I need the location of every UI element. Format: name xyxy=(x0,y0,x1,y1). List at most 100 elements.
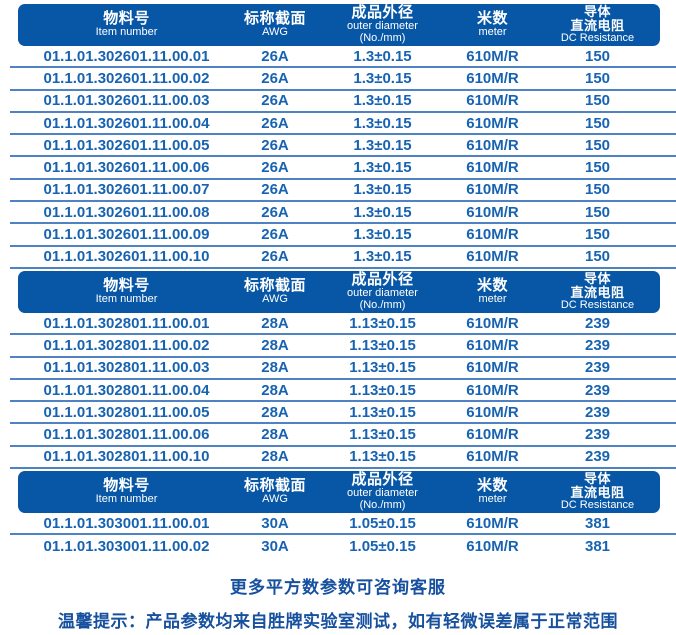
cell-item_number: 01.1.01.302601.11.00.08 xyxy=(43,203,210,221)
cell-awg: 26A xyxy=(261,181,289,199)
cell-outer_diameter: 1.13±0.15 xyxy=(349,381,416,399)
cell-dc_resistance: 239 xyxy=(584,403,611,421)
header-label: (No./mm) xyxy=(359,32,406,45)
cell-item_number: 01.1.01.302601.11.00.07 xyxy=(43,181,210,199)
header-label: outer diameter xyxy=(347,287,418,300)
table-row: 01.1.01.302601.11.00.03 26A 1.3±0.15 610M/R… xyxy=(10,91,676,113)
header-cell-outer_diameter: 成品外径 outer diameter (No./mm) xyxy=(315,4,450,46)
header-cell-meter: 米数 meter xyxy=(450,271,535,313)
cell-awg: 26A xyxy=(261,47,289,65)
cell-outer_diameter: 1.3±0.15 xyxy=(353,136,412,154)
table-section: 物料号 Item number 标称截面 AWG 成品外径 outer diameter(… xyxy=(0,270,676,470)
header-label: meter xyxy=(478,493,507,506)
cell-dc_resistance: 150 xyxy=(584,114,611,132)
cell-meter: 610M/R xyxy=(466,47,519,65)
cell-awg: 30A xyxy=(261,537,289,555)
cell-outer_diameter: 1.3±0.15 xyxy=(353,69,412,87)
cell-meter: 610M/R xyxy=(466,359,519,377)
header-label: AWG xyxy=(262,26,288,39)
cell-awg: 28A xyxy=(261,336,289,354)
cell-outer_diameter: 1.3±0.15 xyxy=(353,181,412,199)
cell-item_number: 01.1.01.303001.11.00.01 xyxy=(43,514,210,532)
header-label: 成品外径 xyxy=(351,4,414,22)
cell-item_number: 01.1.01.302801.11.00.04 xyxy=(43,381,210,399)
cell-meter: 610M/R xyxy=(466,514,519,532)
cell-meter: 610M/R xyxy=(466,92,519,110)
cell-dc_resistance: 239 xyxy=(584,359,611,377)
cell-item_number: 01.1.01.302601.11.00.09 xyxy=(43,226,210,244)
header-label: (No./mm) xyxy=(359,299,406,312)
cell-meter: 610M/R xyxy=(466,314,519,332)
header-label: meter xyxy=(478,293,507,306)
table-row: 01.1.01.302601.11.00.02 26A 1.3±0.15 610M/R… xyxy=(10,68,676,91)
cell-meter: 610M/R xyxy=(466,426,519,444)
cell-meter: 610M/R xyxy=(466,136,519,154)
header-label: 物料号 xyxy=(103,276,150,294)
table-header: 物料号 Item number 标称截面 AWG 成品外径 outer diameter(… xyxy=(18,471,660,514)
header-label: meter xyxy=(478,26,507,39)
cell-dc_resistance: 381 xyxy=(584,514,611,532)
table-header: 物料号 Item number 标称截面 AWG 成品外径 outer diameter(… xyxy=(18,4,660,46)
header-label: 标称截面 xyxy=(243,276,306,294)
table-section: 物料号 Item number 标称截面 AWG 成品外径 outer diameter(… xyxy=(0,471,676,558)
header-label: 成品外径 xyxy=(351,271,414,288)
cell-item_number: 01.1.01.302601.11.00.03 xyxy=(43,92,210,110)
cell-meter: 610M/R xyxy=(466,537,519,555)
cell-outer_diameter: 1.13±0.15 xyxy=(349,403,416,421)
header-label: 导体 xyxy=(583,471,611,487)
header-cell-dc_resistance: 导体 直流电阻 DC Resistance xyxy=(535,471,660,513)
cell-dc_resistance: 150 xyxy=(584,69,611,87)
header-cell-awg: 标称截面 AWG xyxy=(235,4,315,46)
table-row: 01.1.01.302801.11.00.06 28A 1.13±0.15 610M/… xyxy=(10,424,676,447)
cell-awg: 28A xyxy=(261,403,289,421)
header-label: Item number xyxy=(95,26,158,39)
cell-item_number: 01.1.01.302601.11.00.05 xyxy=(43,136,210,154)
header-label: 米数 xyxy=(476,477,508,495)
cell-outer_diameter: 1.13±0.15 xyxy=(349,314,416,332)
table-row: 01.1.01.302601.11.00.09 26A 1.3±0.15 610M/R… xyxy=(10,224,676,247)
cell-dc_resistance: 239 xyxy=(584,336,611,354)
table-row: 01.1.01.303001.11.00.01 30A 1.05±0.15 610M/… xyxy=(10,513,676,536)
cell-meter: 610M/R xyxy=(466,69,519,87)
header-label: 物料号 xyxy=(103,477,150,495)
cell-dc_resistance: 150 xyxy=(584,203,611,221)
cell-awg: 26A xyxy=(261,114,289,132)
header-label: 米数 xyxy=(476,9,508,27)
cell-outer_diameter: 1.13±0.15 xyxy=(349,448,416,466)
cell-outer_diameter: 1.13±0.15 xyxy=(349,359,416,377)
cell-item_number: 01.1.01.302601.11.00.04 xyxy=(43,114,210,132)
header-label: 成品外径 xyxy=(351,471,414,489)
spec-table: 物料号 Item number 标称截面 AWG 成品外径 outer diameter(… xyxy=(0,4,676,558)
cell-dc_resistance: 381 xyxy=(584,537,611,555)
header-label: AWG xyxy=(262,493,288,506)
cell-awg: 26A xyxy=(261,92,289,110)
cell-awg: 26A xyxy=(261,69,289,87)
table-row: 01.1.01.302801.11.00.02 28A 1.13±0.15 610M/… xyxy=(10,335,676,358)
table-row: 01.1.01.302601.11.00.05 26A 1.3±0.15 610M/R… xyxy=(10,135,676,158)
header-label: outer diameter xyxy=(347,487,418,500)
cell-outer_diameter: 1.05±0.15 xyxy=(349,537,416,555)
cell-meter: 610M/R xyxy=(466,403,519,421)
cell-awg: 28A xyxy=(261,448,289,466)
cell-meter: 610M/R xyxy=(466,159,519,177)
cell-dc_resistance: 150 xyxy=(584,181,611,199)
cell-awg: 28A xyxy=(261,314,289,332)
table-row: 01.1.01.302601.11.00.10 26A 1.3±0.15 610M/R… xyxy=(10,247,676,269)
table-section: 物料号 Item number 标称截面 AWG 成品外径 outer diameter(… xyxy=(0,4,676,269)
cell-meter: 610M/R xyxy=(466,336,519,354)
cell-meter: 610M/R xyxy=(466,248,519,266)
cell-meter: 610M/R xyxy=(466,226,519,244)
header-label: Item number xyxy=(95,493,158,506)
header-cell-meter: 米数 meter xyxy=(450,4,535,46)
cell-awg: 26A xyxy=(261,203,289,221)
cell-outer_diameter: 1.3±0.15 xyxy=(353,159,412,177)
cell-dc_resistance: 150 xyxy=(584,226,611,244)
cell-item_number: 01.1.01.302801.11.00.10 xyxy=(43,448,210,466)
header-label: 导体 xyxy=(583,271,611,286)
cell-dc_resistance: 150 xyxy=(584,159,611,177)
cell-meter: 610M/R xyxy=(466,448,519,466)
cell-outer_diameter: 1.3±0.15 xyxy=(353,114,412,132)
table-row: 01.1.01.302801.11.00.03 28A 1.13±0.15 610M/… xyxy=(10,358,676,380)
table-row: 01.1.01.302601.11.00.08 26A 1.3±0.15 610M/R… xyxy=(10,202,676,225)
